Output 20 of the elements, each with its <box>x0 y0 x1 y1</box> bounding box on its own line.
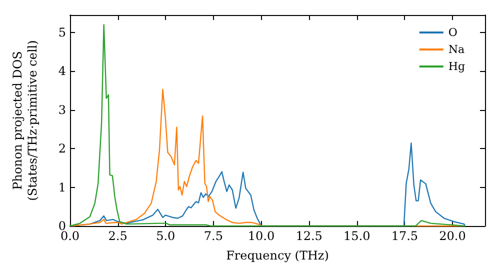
x-tick-label: 12.5 <box>296 229 322 243</box>
y-tick-label: 3 <box>58 102 66 117</box>
y-tick-label: 2 <box>58 142 66 156</box>
y-tick-label: 1 <box>58 180 66 194</box>
line-series <box>69 24 466 227</box>
x-tick-label: 2.5 <box>108 229 128 243</box>
x-tick-label: 0.0 <box>60 229 80 243</box>
x-tick-label: 20.0 <box>439 229 466 243</box>
x-tick-label: 7.5 <box>204 229 223 243</box>
y-tick-label: 5 <box>58 25 66 40</box>
legend-label: Na <box>448 43 465 56</box>
x-axis-title: Frequency (THz) <box>226 248 329 262</box>
x-tick-label: 5.0 <box>156 229 176 243</box>
x-tick-label: 10.0 <box>248 229 275 243</box>
legend-label: O <box>448 26 458 39</box>
y-axis-title: Phonon projected DOS (States/THz·primitive cell) <box>10 40 40 201</box>
x-tick-label: 15.0 <box>344 229 370 243</box>
y-tick-label: 4 <box>58 64 66 78</box>
legend-label: Hg <box>448 60 466 73</box>
x-tick-label: 17.5 <box>391 229 418 243</box>
